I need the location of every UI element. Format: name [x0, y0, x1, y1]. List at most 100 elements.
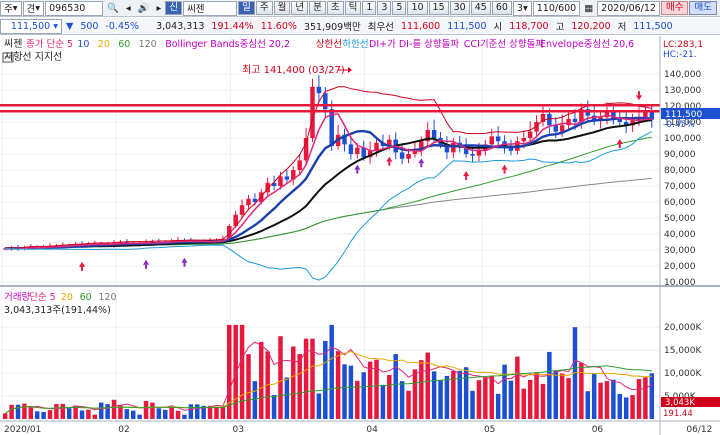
candle-body: [118, 242, 123, 244]
date-field[interactable]: 2020/06/12: [597, 0, 660, 16]
date-tick-label: 06: [592, 425, 604, 435]
interval-dropdown[interactable]: 3 ▾: [512, 0, 532, 16]
tab-month[interactable]: 월: [273, 1, 291, 15]
volume-bar: [227, 324, 232, 419]
volume-bar: [233, 324, 238, 419]
volume-bar: [201, 405, 206, 419]
candle-body: [623, 122, 629, 126]
stock-name-field[interactable]: 씨젠: [183, 0, 238, 16]
candle-body: [291, 170, 296, 180]
price-tick-label: 70,000: [664, 182, 696, 192]
chart-type-icon[interactable]: ▦: [584, 2, 594, 14]
minute-5-button[interactable]: 5: [392, 1, 407, 15]
price-tick-label: 140,000: [664, 70, 701, 80]
volume-bar: [297, 354, 302, 419]
next-stock-icon[interactable]: ▸: [156, 2, 162, 14]
volume-bar: [355, 380, 360, 419]
support-line[interactable]: [0, 110, 660, 113]
candle-body: [252, 198, 258, 202]
candle-body: [265, 182, 270, 193]
price-change: 500: [80, 20, 99, 32]
volume-bar: [34, 411, 40, 419]
volume-bar: [195, 404, 200, 419]
volume-bar: [380, 384, 386, 419]
candle-body: [316, 86, 322, 94]
lc-tag: LC:283,1: [663, 40, 703, 50]
date-value: 2020/06/12: [601, 2, 656, 14]
volume-bar: [483, 377, 488, 419]
price-tick-label: 60,000: [664, 198, 696, 208]
volume-legend-item: 거래량: [4, 291, 30, 303]
volume-bar: [489, 375, 494, 419]
minute-30-button[interactable]: 30: [449, 1, 470, 15]
interval-value: 3: [516, 2, 523, 14]
view-mode-dropdown[interactable]: 견 ▾: [22, 0, 45, 16]
stock-chart[interactable]: 씨젠 종가 단순 5 10 20 60 120 Bollinger Bands중심선 20…: [0, 36, 720, 435]
candle-body: [284, 176, 290, 180]
tab-week[interactable]: 주: [255, 1, 273, 15]
signal-arrow-stem: [81, 266, 84, 271]
x-axis: 2020/01 02 03 04 05 06 06/12: [4, 425, 712, 435]
candle-body: [527, 131, 533, 138]
stock-type-dropdown[interactable]: 주 ▾: [0, 0, 22, 16]
volume-tag-box: [661, 397, 720, 407]
tab-tick[interactable]: 틱: [344, 1, 362, 15]
tab-minute[interactable]: 분: [309, 1, 326, 15]
minute-15-button[interactable]: 15: [428, 1, 449, 15]
minute-10-button[interactable]: 10: [407, 1, 428, 15]
signal-arrow-stem: [356, 169, 359, 174]
stock-code-input[interactable]: 096530: [45, 0, 104, 16]
candle-body: [227, 226, 232, 239]
count-field[interactable]: 110/600: [532, 0, 581, 16]
volume-bar: [553, 370, 559, 419]
price-change-pct: -0.45%: [105, 20, 140, 32]
search-icon[interactable]: 🔍: [107, 2, 119, 14]
tab-day[interactable]: 일: [238, 1, 255, 15]
tab-year[interactable]: 년: [291, 1, 309, 15]
price-legend-item: DI+가 DI-를 상향돌파: [369, 38, 459, 50]
volume-bar: [105, 404, 110, 419]
prev-stock-icon[interactable]: ◂: [125, 2, 131, 14]
price-legend-item: 10: [77, 39, 89, 50]
candle-body: [451, 142, 456, 153]
candle-body: [412, 149, 418, 154]
sell-button[interactable]: 매도: [689, 1, 717, 15]
buy-button[interactable]: 매수: [660, 1, 689, 15]
volume-bar: [649, 373, 655, 419]
resistance-line[interactable]: [0, 104, 660, 107]
volume-bar: [399, 381, 405, 419]
credit-badge: 신: [165, 1, 183, 15]
ruler-icon[interactable]: [2, 52, 14, 63]
candle-body: [547, 114, 552, 126]
minute-1-button[interactable]: 1: [362, 1, 377, 15]
volume-bar: [316, 393, 322, 419]
volume-bar: [412, 369, 418, 419]
volume-bar: [188, 404, 194, 419]
signal-arrow-stem: [637, 91, 640, 96]
candle-body: [246, 198, 251, 206]
tab-second[interactable]: 초: [326, 1, 344, 15]
volume-bar: [163, 409, 168, 419]
signal-arrow-stem: [388, 161, 391, 166]
candle-body: [60, 245, 66, 247]
bollinger-upper-line: [5, 86, 652, 249]
candle-body: [476, 150, 482, 156]
minute-45-button[interactable]: 45: [470, 1, 491, 15]
candle-body: [444, 144, 450, 153]
candle-body: [297, 160, 302, 170]
signal-arrow-stem: [465, 176, 468, 180]
minute-60-button[interactable]: 60: [491, 1, 512, 15]
volume-bar: [419, 360, 424, 419]
current-price-value: 111,500: [10, 20, 51, 32]
candle-body: [534, 122, 539, 132]
volume-legend-item: 60: [80, 292, 92, 303]
volume-bar: [342, 364, 347, 419]
moving-average-lines: [5, 86, 653, 281]
minute-3-button[interactable]: 3: [377, 1, 392, 15]
speaker-icon[interactable]: 🔊: [137, 2, 150, 14]
volume-bar: [476, 380, 482, 419]
volume-bar: [566, 378, 571, 419]
volume-bar: [630, 395, 635, 419]
candle-body: [489, 136, 494, 145]
signal-arrow-stem: [503, 169, 506, 174]
